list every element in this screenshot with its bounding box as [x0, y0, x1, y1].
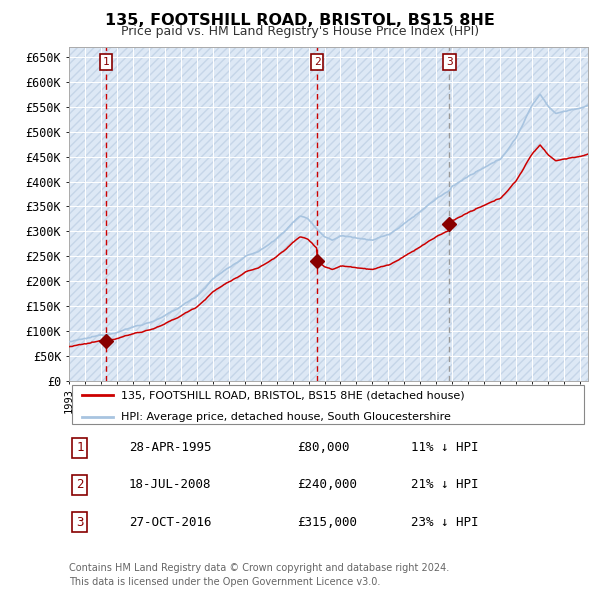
Text: 23% ↓ HPI: 23% ↓ HPI — [411, 516, 479, 529]
Text: 18-JUL-2008: 18-JUL-2008 — [129, 478, 212, 491]
Text: 21% ↓ HPI: 21% ↓ HPI — [411, 478, 479, 491]
Text: 2: 2 — [314, 57, 320, 67]
Text: 2: 2 — [76, 478, 83, 491]
Text: Price paid vs. HM Land Registry's House Price Index (HPI): Price paid vs. HM Land Registry's House … — [121, 25, 479, 38]
Text: 11% ↓ HPI: 11% ↓ HPI — [411, 441, 479, 454]
Text: 1: 1 — [76, 441, 83, 454]
Text: 135, FOOTSHILL ROAD, BRISTOL, BS15 8HE (detached house): 135, FOOTSHILL ROAD, BRISTOL, BS15 8HE (… — [121, 391, 464, 401]
Text: 135, FOOTSHILL ROAD, BRISTOL, BS15 8HE: 135, FOOTSHILL ROAD, BRISTOL, BS15 8HE — [105, 13, 495, 28]
Text: 28-APR-1995: 28-APR-1995 — [129, 441, 212, 454]
Text: 3: 3 — [446, 57, 453, 67]
Text: £80,000: £80,000 — [297, 441, 349, 454]
Text: Contains HM Land Registry data © Crown copyright and database right 2024.
This d: Contains HM Land Registry data © Crown c… — [69, 563, 449, 587]
Text: HPI: Average price, detached house, South Gloucestershire: HPI: Average price, detached house, Sout… — [121, 412, 451, 422]
Text: 3: 3 — [76, 516, 83, 529]
Text: £240,000: £240,000 — [297, 478, 357, 491]
Text: £315,000: £315,000 — [297, 516, 357, 529]
FancyBboxPatch shape — [71, 385, 584, 424]
Text: 27-OCT-2016: 27-OCT-2016 — [129, 516, 212, 529]
Text: 1: 1 — [103, 57, 109, 67]
